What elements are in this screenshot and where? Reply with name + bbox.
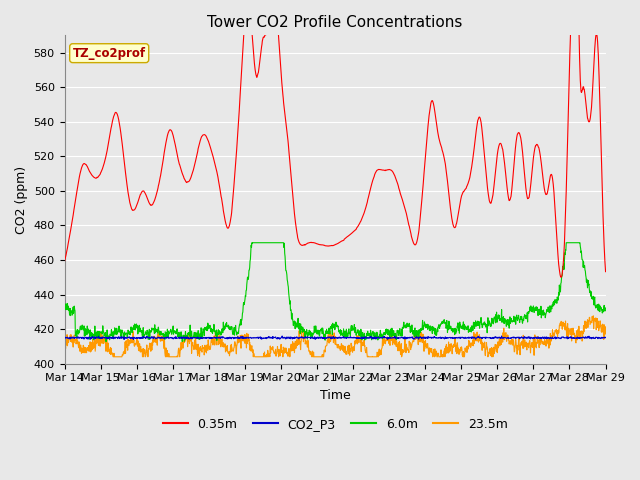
Title: Tower CO2 Profile Concentrations: Tower CO2 Profile Concentrations xyxy=(207,15,463,30)
Text: TZ_co2prof: TZ_co2prof xyxy=(73,47,146,60)
Y-axis label: CO2 (ppm): CO2 (ppm) xyxy=(15,166,28,234)
Legend: 0.35m, CO2_P3, 6.0m, 23.5m: 0.35m, CO2_P3, 6.0m, 23.5m xyxy=(157,413,513,436)
X-axis label: Time: Time xyxy=(319,389,351,402)
